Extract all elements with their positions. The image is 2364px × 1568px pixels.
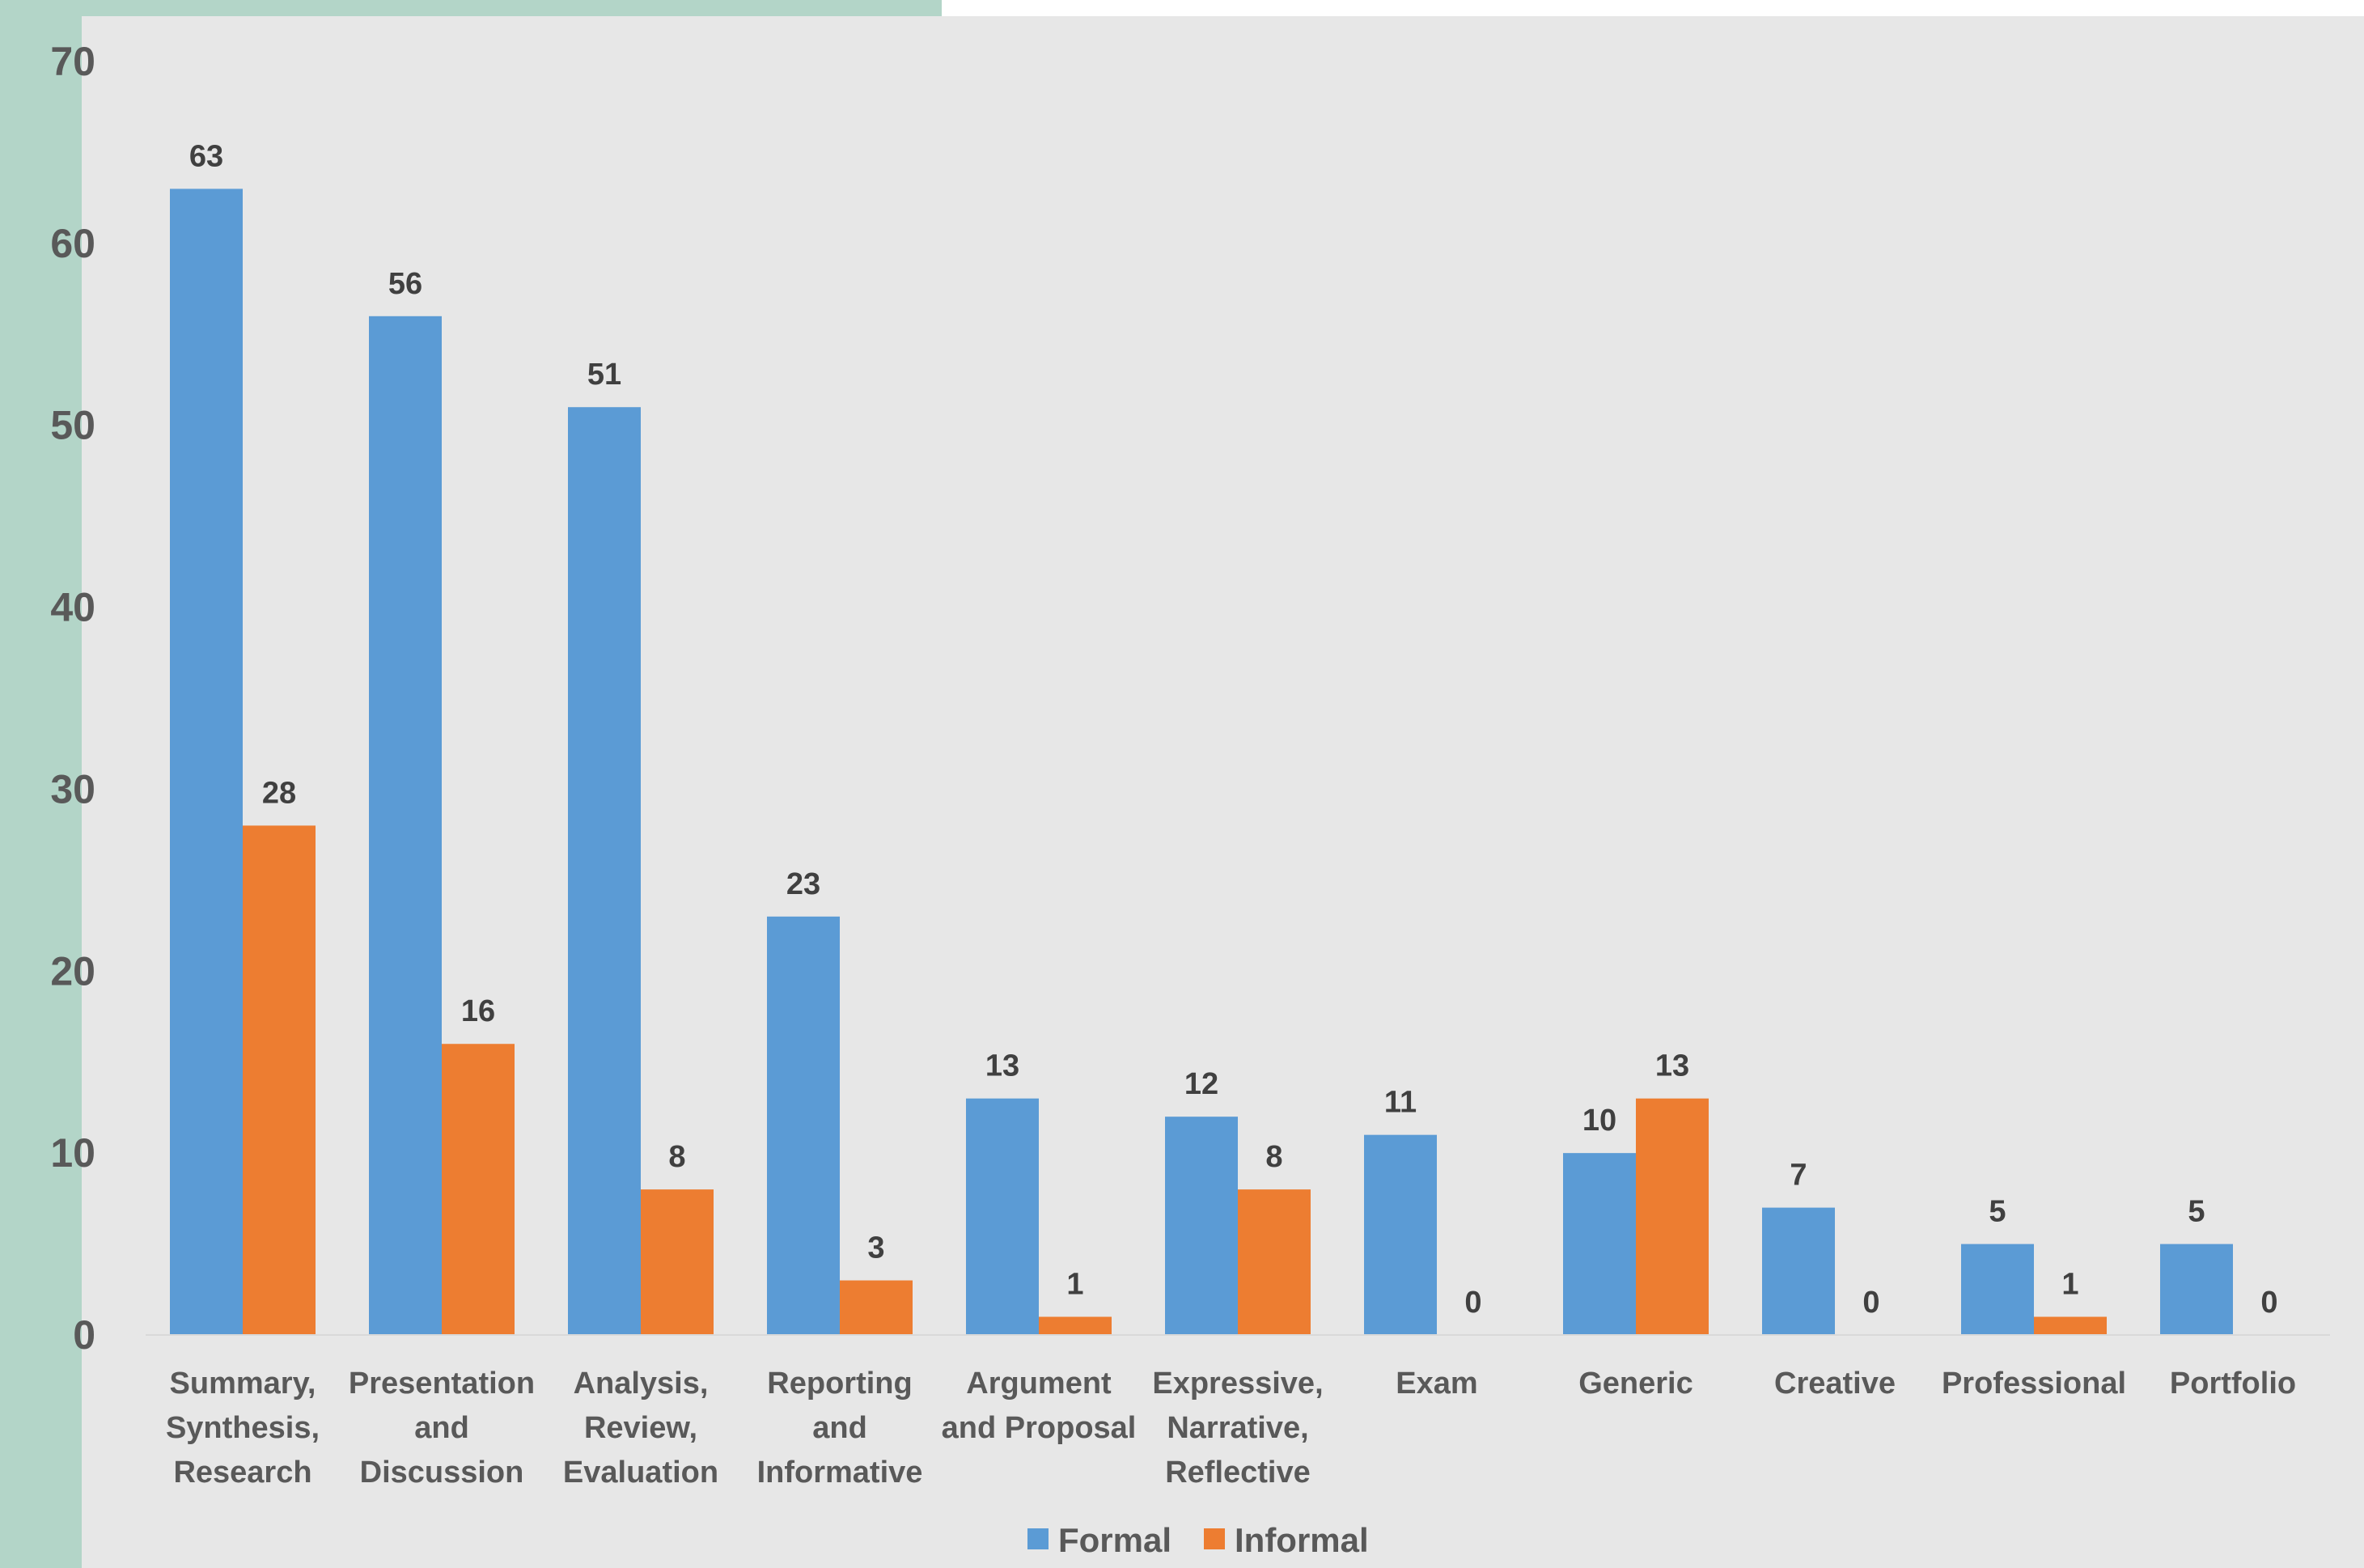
bar-informal xyxy=(442,1044,515,1335)
left-decorative-band xyxy=(0,0,82,1568)
x-tick-label-line: Exam xyxy=(1396,1367,1477,1401)
bars xyxy=(170,189,2233,1336)
x-tick-label-line: Review, xyxy=(584,1411,697,1445)
x-tick-label: Reporting and Informative xyxy=(757,1367,923,1490)
x-tick-label-line: and Proposal xyxy=(942,1411,1137,1445)
bar-informal xyxy=(641,1189,714,1335)
x-tick-label-line: Analysis, xyxy=(574,1367,709,1401)
y-tick-label: 60 xyxy=(50,221,95,266)
y-tick-label: 30 xyxy=(50,766,95,812)
x-tick-label: Professional xyxy=(1942,1367,2126,1401)
data-label-formal: 56 xyxy=(388,267,422,301)
x-tick-label-line: and xyxy=(414,1411,469,1445)
top-decorative-band xyxy=(82,0,942,16)
y-tick-label: 20 xyxy=(50,948,95,994)
y-axis: 0 10 20 30 40 50 60 70 xyxy=(50,39,95,1358)
data-label-informal: 0 xyxy=(2260,1286,2277,1320)
y-tick-label: 50 xyxy=(50,403,95,448)
x-tick-label: Analysis, Review, Evaluation xyxy=(563,1367,718,1490)
bar-informal xyxy=(243,825,316,1335)
legend-label-informal: Informal xyxy=(1235,1521,1369,1559)
x-tick-label: Exam xyxy=(1396,1367,1477,1401)
x-tick-label-line: Summary, xyxy=(170,1367,316,1401)
data-label-informal: 8 xyxy=(668,1140,685,1174)
bar-formal xyxy=(1563,1153,1636,1335)
bar-formal xyxy=(1961,1244,2034,1335)
data-label-informal: 3 xyxy=(867,1231,884,1265)
data-label-informal: 0 xyxy=(1464,1286,1481,1320)
legend: Formal Informal xyxy=(1027,1521,1369,1559)
y-tick-label: 0 xyxy=(73,1312,95,1358)
bar-formal xyxy=(170,189,243,1335)
data-label-informal: 16 xyxy=(461,994,495,1028)
x-tick-label-line: Evaluation xyxy=(563,1456,718,1490)
data-label-formal: 10 xyxy=(1582,1104,1616,1138)
y-tick-label: 70 xyxy=(50,39,95,84)
bar-formal xyxy=(767,916,840,1335)
data-label-formal: 5 xyxy=(2188,1195,2205,1229)
data-label-informal: 8 xyxy=(1265,1140,1282,1174)
bar-informal xyxy=(1238,1189,1311,1335)
x-tick-label-line: Argument xyxy=(966,1367,1112,1401)
data-label-formal: 5 xyxy=(1989,1195,2006,1229)
x-tick-label-line: Presentation xyxy=(349,1367,535,1401)
y-tick-label: 40 xyxy=(50,585,95,630)
bar-formal xyxy=(2160,1244,2233,1335)
x-tick-label-line: Expressive, xyxy=(1152,1367,1323,1401)
bar-formal xyxy=(966,1098,1039,1335)
x-tick-label: Summary, Synthesis, Research xyxy=(166,1367,320,1490)
x-tick-label-line: Generic xyxy=(1578,1367,1693,1401)
bar-formal xyxy=(369,316,442,1335)
y-tick-label: 10 xyxy=(50,1130,95,1176)
data-label-formal: 11 xyxy=(1384,1086,1417,1120)
legend-swatch-informal xyxy=(1204,1528,1225,1549)
x-tick-label-line: Narrative, xyxy=(1167,1411,1308,1445)
bar-formal xyxy=(1165,1117,1238,1335)
bar-formal xyxy=(1364,1134,1437,1335)
x-tick-label: Expressive, Narrative, Reflective xyxy=(1152,1367,1323,1490)
data-label-informal: 28 xyxy=(262,776,296,810)
x-tick-label-line: Creative xyxy=(1774,1367,1896,1401)
x-tick-label-line: Informative xyxy=(757,1456,923,1490)
bar-informal xyxy=(1636,1098,1709,1335)
data-label-informal: 13 xyxy=(1655,1049,1689,1083)
x-axis: Summary, Synthesis, Research Presentation an… xyxy=(166,1367,2296,1490)
x-tick-label: Portfolio xyxy=(2170,1367,2296,1401)
bar-informal xyxy=(840,1280,913,1335)
data-label-formal: 51 xyxy=(587,358,621,392)
data-label-formal: 13 xyxy=(985,1049,1019,1083)
legend-swatch-formal xyxy=(1027,1528,1049,1549)
bar-formal xyxy=(568,407,641,1336)
data-label-informal: 1 xyxy=(2061,1268,2078,1302)
x-tick-label: Generic xyxy=(1578,1367,1693,1401)
data-label-formal: 63 xyxy=(189,139,223,173)
x-tick-label: Argument and Proposal xyxy=(942,1367,1137,1445)
x-tick-label: Presentation and Discussion xyxy=(349,1367,535,1490)
x-tick-label-line: Research xyxy=(173,1456,311,1490)
x-tick-label-line: and xyxy=(812,1411,867,1445)
x-tick-label-line: Discussion xyxy=(360,1456,524,1490)
x-tick-label-line: Reporting xyxy=(767,1367,912,1401)
x-tick-label-line: Professional xyxy=(1942,1367,2126,1401)
data-label-formal: 7 xyxy=(1790,1159,1807,1193)
bar-informal xyxy=(1039,1316,1112,1335)
data-label-informal: 1 xyxy=(1066,1268,1083,1302)
bar-formal xyxy=(1762,1207,1835,1335)
legend-label-formal: Formal xyxy=(1058,1521,1171,1559)
x-tick-label: Creative xyxy=(1774,1367,1896,1401)
data-label-formal: 23 xyxy=(786,867,820,901)
x-tick-label-line: Reflective xyxy=(1165,1456,1311,1490)
data-label-informal: 0 xyxy=(1862,1286,1879,1320)
x-tick-label-line: Portfolio xyxy=(2170,1367,2296,1401)
data-label-formal: 12 xyxy=(1184,1067,1218,1101)
x-tick-label-line: Synthesis, xyxy=(166,1411,320,1445)
bar-informal xyxy=(2034,1316,2107,1335)
